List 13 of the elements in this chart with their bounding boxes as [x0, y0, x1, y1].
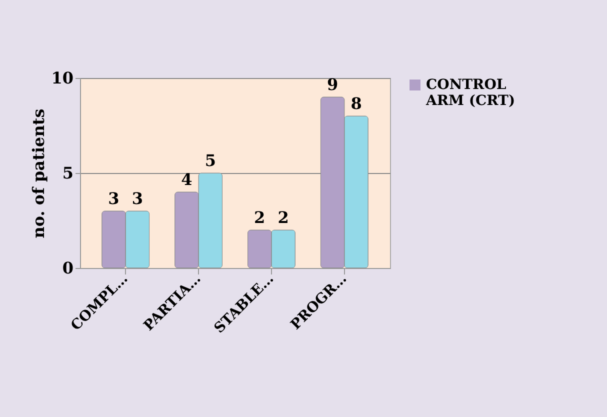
data-label: 3	[108, 189, 120, 208]
y-tick-label: 10	[51, 68, 74, 88]
data-label: 9	[326, 75, 338, 94]
data-label: 5	[204, 151, 216, 170]
data-label: 3	[132, 189, 144, 208]
y-tick-label: 5	[62, 164, 74, 182]
data-label: 2	[254, 208, 266, 227]
data-label: 2	[278, 208, 289, 227]
y-tick-label: 0	[62, 258, 74, 278]
legend-label: CONTROL ARM (CRT)	[425, 77, 516, 109]
y-axis-title: no. of patients	[29, 108, 48, 238]
data-label: 4	[181, 170, 192, 189]
data-label: 8	[350, 94, 362, 113]
